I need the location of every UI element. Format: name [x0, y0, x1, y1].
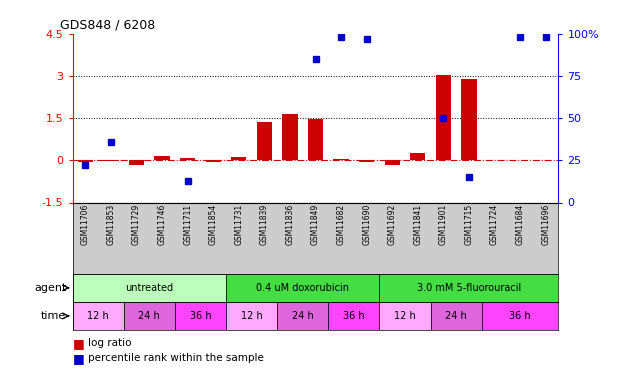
Bar [73, 274, 226, 302]
Text: GSM11692: GSM11692 [387, 204, 397, 245]
Text: 0.4 uM doxorubicin: 0.4 uM doxorubicin [256, 283, 349, 293]
Bar [78, 160, 93, 162]
Text: GDS848 / 6208: GDS848 / 6208 [60, 19, 155, 32]
Text: 12 h: 12 h [394, 311, 416, 321]
Bar [308, 118, 323, 160]
Text: 12 h: 12 h [240, 311, 262, 321]
Text: 3.0 mM 5-fluorouracil: 3.0 mM 5-fluorouracil [417, 283, 521, 293]
Bar [103, 160, 119, 161]
Text: GSM11684: GSM11684 [516, 204, 524, 245]
Bar [180, 158, 196, 160]
Bar [124, 302, 175, 330]
Text: GSM11746: GSM11746 [158, 204, 167, 245]
Text: 12 h: 12 h [87, 311, 109, 321]
Text: GSM11731: GSM11731 [234, 204, 244, 245]
Text: time: time [41, 311, 66, 321]
Text: log ratio: log ratio [88, 338, 132, 348]
Bar [379, 274, 558, 302]
Text: 24 h: 24 h [292, 311, 314, 321]
Bar [175, 302, 226, 330]
Bar [328, 302, 379, 330]
Bar [226, 274, 379, 302]
Text: GSM11724: GSM11724 [490, 204, 499, 245]
Bar [226, 302, 277, 330]
Text: ■: ■ [73, 337, 85, 350]
Text: GSM11853: GSM11853 [107, 204, 115, 245]
Bar [129, 160, 144, 165]
Text: ■: ■ [73, 352, 85, 364]
Text: 24 h: 24 h [445, 311, 467, 321]
Bar [359, 160, 374, 162]
Text: GSM11841: GSM11841 [413, 204, 422, 245]
Bar [282, 114, 298, 160]
Text: GSM11706: GSM11706 [81, 204, 90, 245]
Text: 36 h: 36 h [189, 311, 211, 321]
Bar [461, 80, 476, 160]
Text: GSM11836: GSM11836 [285, 204, 295, 245]
Bar [379, 302, 430, 330]
Text: agent: agent [34, 283, 66, 293]
Bar [73, 302, 124, 330]
Bar [155, 156, 170, 160]
Text: GSM11715: GSM11715 [464, 204, 473, 245]
Text: GSM11901: GSM11901 [439, 204, 448, 245]
Bar [410, 153, 425, 160]
Bar [206, 160, 221, 162]
Text: GSM11839: GSM11839 [260, 204, 269, 245]
Text: 36 h: 36 h [343, 311, 365, 321]
Bar [481, 302, 558, 330]
Text: GSM11729: GSM11729 [132, 204, 141, 245]
Text: untreated: untreated [125, 283, 174, 293]
Bar [231, 157, 247, 160]
Bar [277, 302, 328, 330]
Text: percentile rank within the sample: percentile rank within the sample [88, 353, 264, 363]
Text: GSM11854: GSM11854 [209, 204, 218, 245]
Text: 24 h: 24 h [138, 311, 160, 321]
Text: GSM11711: GSM11711 [183, 204, 192, 245]
Bar [435, 75, 451, 160]
Bar [257, 122, 272, 160]
Text: 36 h: 36 h [509, 311, 531, 321]
Bar [333, 159, 349, 160]
Text: GSM11849: GSM11849 [311, 204, 320, 245]
Text: GSM11682: GSM11682 [336, 204, 346, 245]
Text: GSM11690: GSM11690 [362, 204, 371, 245]
Bar [384, 160, 400, 165]
Text: GSM11696: GSM11696 [541, 204, 550, 245]
Bar [430, 302, 481, 330]
